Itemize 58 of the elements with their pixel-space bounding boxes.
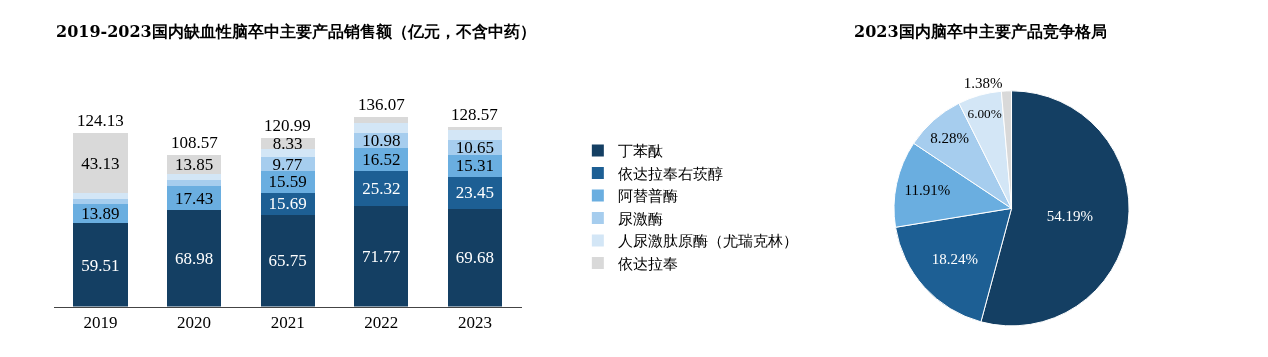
- bar: [73, 193, 128, 199]
- data-label: 18.24%: [931, 251, 979, 268]
- data-label: 68.98: [174, 248, 214, 268]
- data-label: 10.98: [362, 130, 401, 150]
- data-label: 1.38%: [963, 74, 1003, 91]
- bar: [447, 127, 503, 130]
- data-label: 23.45: [455, 183, 495, 203]
- bar: [73, 223, 128, 307]
- total-label: 108.57: [171, 133, 219, 152]
- data-label: 15.59: [268, 172, 307, 192]
- total-label: 124.13: [77, 111, 124, 130]
- data-label: 9.77: [272, 154, 303, 174]
- legend-label: 依达拉奉: [617, 254, 678, 273]
- data-label: 43.13: [81, 153, 120, 173]
- legend-label: 依达拉奉右莰醇: [617, 164, 723, 183]
- data-label: 6.00%: [967, 105, 1002, 121]
- data-label: 13.89: [81, 204, 120, 224]
- bar: [354, 206, 409, 307]
- data-label: 54.19%: [1046, 208, 1093, 225]
- bar: [447, 129, 503, 141]
- data-label: 16.52: [362, 149, 401, 169]
- data-label: 8.28%: [930, 130, 969, 147]
- legend-label: 人尿激肽原酶（尤瑞克林）: [617, 232, 798, 251]
- data-label: 71.77: [361, 246, 401, 266]
- bar: [166, 174, 222, 180]
- total-label: 136.07: [358, 95, 406, 114]
- legend-label: 丁苯酞: [617, 142, 663, 161]
- bar: [166, 179, 222, 186]
- x-tick-label: 2021: [270, 312, 305, 332]
- bar: [354, 123, 409, 133]
- chart-title: 2023国内脑卒中主要产品竞争格局: [854, 22, 1107, 41]
- bar: [166, 210, 222, 307]
- bar: [447, 209, 503, 307]
- data-label: 15.69: [268, 194, 307, 214]
- chart-title: 2019-2023国内缺血性脑卒中主要产品销售额（亿元，不含中药）: [56, 22, 536, 41]
- bar: [73, 133, 128, 194]
- legend-label: 阿替普酶: [617, 187, 678, 206]
- bar: [260, 149, 315, 158]
- bar: [354, 116, 409, 124]
- total-label: 128.57: [451, 105, 499, 124]
- bar: [73, 198, 128, 205]
- data-label: 11.91%: [904, 182, 951, 199]
- x-tick-label: 2023: [457, 312, 492, 332]
- data-label: 10.65: [455, 138, 495, 158]
- data-label: 69.68: [455, 248, 495, 268]
- x-tick-label: 2022: [364, 312, 399, 332]
- data-label: 25.32: [362, 179, 401, 199]
- x-tick-label: 2020: [177, 312, 212, 332]
- data-label: 15.31: [455, 156, 495, 176]
- data-label: 17.43: [174, 188, 214, 208]
- x-tick-label: 2019: [83, 312, 118, 332]
- total-label: 120.99: [264, 116, 311, 135]
- data-label: 65.75: [268, 251, 307, 271]
- data-label: 8.33: [272, 133, 303, 153]
- data-label: 13.85: [174, 155, 214, 175]
- legend-label: 尿激酶: [617, 209, 663, 228]
- bar: [260, 214, 315, 307]
- data-label: 59.51: [81, 255, 120, 275]
